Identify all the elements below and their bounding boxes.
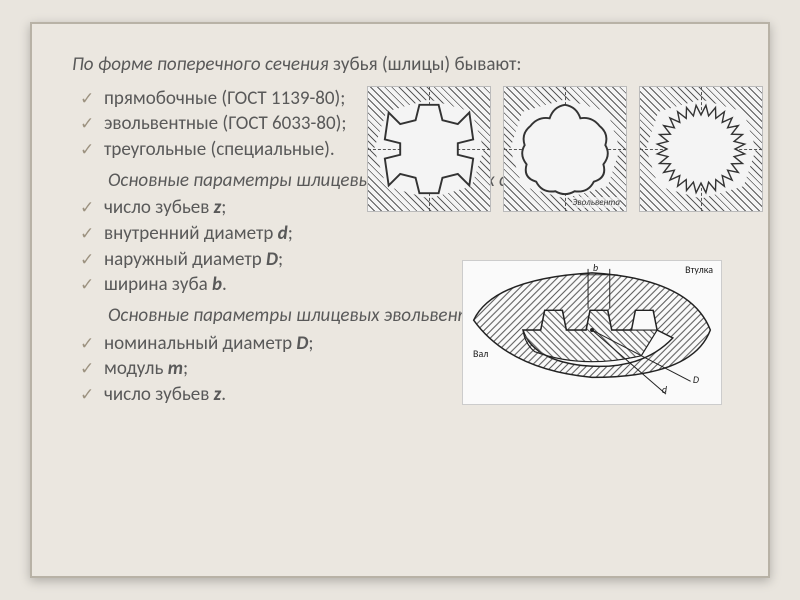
heading-text: Основные параметры шлицевых эвольвентных: [108, 304, 503, 327]
list-item: число зубьев z.: [80, 382, 728, 408]
slide-panel: По форме поперечного сечения зубья (шлиц…: [30, 22, 770, 578]
list-item: число зубьев z;: [80, 195, 728, 221]
params-involute-list: номинальный диаметр D; модуль m; число з…: [72, 331, 728, 408]
list-item: внутренний диаметр d;: [80, 221, 728, 247]
type-list: прямобочные (ГОСТ 1139-80); эвольвентные…: [72, 86, 728, 163]
list-item: эвольвентные (ГОСТ 6033-80);: [80, 111, 728, 137]
list-item: модуль m;: [80, 356, 728, 382]
label-vtulka: Втулка: [685, 263, 713, 276]
list-item: треугольные (специальные).: [80, 137, 728, 163]
label-b: b: [593, 261, 598, 274]
intro-italic: По форме поперечного сечения: [72, 53, 329, 76]
list-item: прямобочные (ГОСТ 1139-80);: [80, 86, 728, 112]
intro-suffix: зубья (шлицы) бывают:: [329, 53, 522, 76]
list-item: номинальный диаметр D;: [80, 331, 728, 357]
intro-text: По форме поперечного сечения зубья (шлиц…: [72, 52, 728, 78]
